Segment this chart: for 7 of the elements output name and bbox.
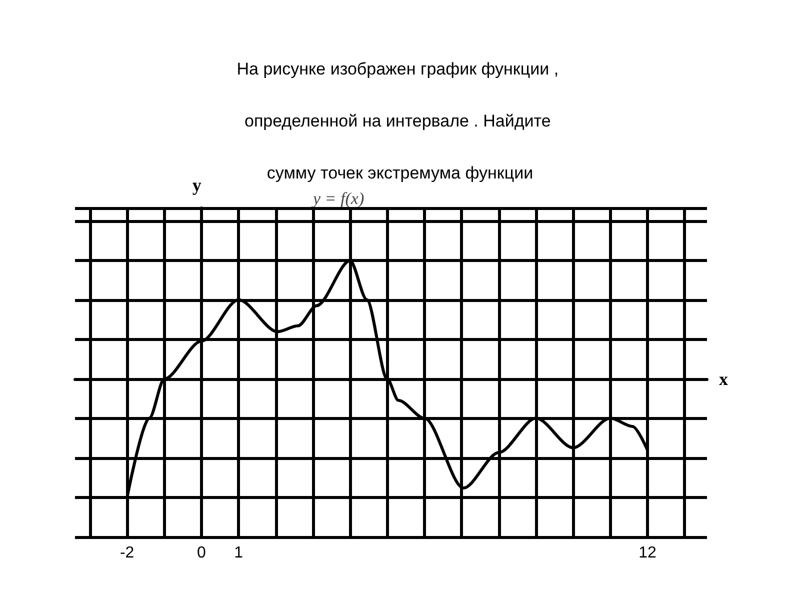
x-tick-label: 12 <box>638 544 657 562</box>
x-tick-label: 1 <box>234 544 244 562</box>
x-tick-label: 0 <box>196 544 206 562</box>
chart-title: На рисунке изображен график функции , определенной на интервале . Найдите сумму точек экстремума функции <box>236 60 559 182</box>
x-axis-title: x <box>719 369 728 390</box>
x-tick-label: -2 <box>120 544 134 562</box>
y-axis-title: y <box>192 175 202 195</box>
